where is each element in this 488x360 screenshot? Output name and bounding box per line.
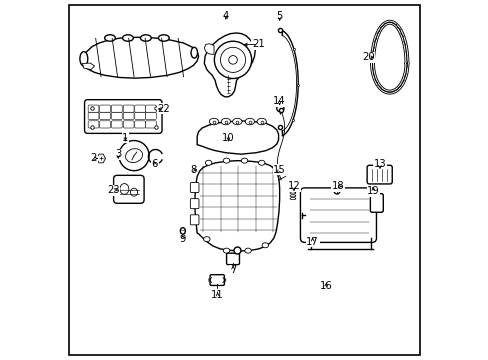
FancyBboxPatch shape bbox=[84, 100, 162, 134]
Polygon shape bbox=[195, 161, 279, 251]
Text: 9: 9 bbox=[179, 234, 185, 244]
FancyBboxPatch shape bbox=[111, 121, 122, 128]
Text: 18: 18 bbox=[331, 181, 344, 192]
FancyBboxPatch shape bbox=[123, 121, 134, 128]
FancyBboxPatch shape bbox=[145, 121, 156, 128]
Circle shape bbox=[276, 105, 284, 112]
Ellipse shape bbox=[130, 188, 137, 196]
Text: 21: 21 bbox=[251, 40, 264, 49]
FancyBboxPatch shape bbox=[145, 112, 156, 120]
Text: 7: 7 bbox=[229, 265, 236, 275]
Polygon shape bbox=[204, 33, 255, 97]
Ellipse shape bbox=[257, 118, 266, 125]
Ellipse shape bbox=[122, 35, 133, 41]
Ellipse shape bbox=[221, 118, 230, 125]
FancyBboxPatch shape bbox=[190, 183, 199, 193]
Ellipse shape bbox=[125, 149, 142, 163]
FancyBboxPatch shape bbox=[123, 112, 134, 120]
Polygon shape bbox=[197, 121, 278, 154]
Text: 10: 10 bbox=[222, 133, 234, 143]
FancyBboxPatch shape bbox=[135, 121, 145, 128]
Text: 22: 22 bbox=[157, 104, 170, 114]
Ellipse shape bbox=[223, 248, 229, 253]
Polygon shape bbox=[82, 63, 94, 69]
Text: 23: 23 bbox=[107, 185, 120, 195]
Circle shape bbox=[220, 47, 245, 72]
FancyBboxPatch shape bbox=[88, 112, 99, 120]
FancyBboxPatch shape bbox=[145, 105, 156, 112]
Text: 1: 1 bbox=[122, 133, 128, 143]
Ellipse shape bbox=[244, 248, 251, 253]
Polygon shape bbox=[204, 44, 214, 54]
Text: 19: 19 bbox=[366, 186, 379, 197]
FancyBboxPatch shape bbox=[88, 105, 99, 112]
Ellipse shape bbox=[244, 118, 254, 125]
Text: 8: 8 bbox=[190, 165, 196, 175]
Ellipse shape bbox=[203, 237, 210, 242]
Text: 16: 16 bbox=[319, 281, 332, 291]
Ellipse shape bbox=[223, 158, 229, 163]
FancyBboxPatch shape bbox=[100, 112, 110, 120]
Ellipse shape bbox=[180, 228, 185, 234]
FancyBboxPatch shape bbox=[190, 215, 199, 225]
Text: 11: 11 bbox=[211, 291, 224, 301]
FancyBboxPatch shape bbox=[369, 194, 383, 212]
Text: 15: 15 bbox=[273, 165, 285, 175]
Ellipse shape bbox=[262, 243, 268, 248]
FancyBboxPatch shape bbox=[123, 105, 134, 112]
FancyBboxPatch shape bbox=[300, 188, 376, 242]
Text: 12: 12 bbox=[287, 181, 300, 192]
Ellipse shape bbox=[209, 118, 218, 125]
Ellipse shape bbox=[80, 51, 88, 66]
FancyBboxPatch shape bbox=[88, 121, 99, 128]
Text: 20: 20 bbox=[361, 52, 374, 62]
FancyBboxPatch shape bbox=[111, 112, 122, 120]
Ellipse shape bbox=[258, 160, 264, 165]
Ellipse shape bbox=[158, 35, 169, 41]
Ellipse shape bbox=[205, 160, 211, 165]
Ellipse shape bbox=[120, 184, 128, 194]
Text: 14: 14 bbox=[273, 96, 285, 106]
Text: 13: 13 bbox=[373, 159, 386, 169]
Ellipse shape bbox=[140, 35, 151, 41]
Text: 4: 4 bbox=[222, 11, 228, 21]
Text: 2: 2 bbox=[90, 153, 97, 163]
FancyBboxPatch shape bbox=[366, 165, 391, 184]
Circle shape bbox=[119, 140, 149, 171]
Circle shape bbox=[214, 41, 251, 78]
FancyBboxPatch shape bbox=[226, 253, 239, 265]
Text: 17: 17 bbox=[305, 237, 318, 247]
Text: 5: 5 bbox=[276, 11, 282, 21]
FancyBboxPatch shape bbox=[135, 105, 145, 112]
FancyBboxPatch shape bbox=[210, 275, 224, 285]
FancyBboxPatch shape bbox=[100, 121, 110, 128]
Polygon shape bbox=[81, 37, 198, 78]
Ellipse shape bbox=[333, 186, 340, 194]
FancyBboxPatch shape bbox=[111, 105, 122, 112]
FancyBboxPatch shape bbox=[190, 199, 199, 209]
Ellipse shape bbox=[241, 158, 247, 163]
FancyBboxPatch shape bbox=[135, 112, 145, 120]
Circle shape bbox=[228, 55, 237, 64]
FancyBboxPatch shape bbox=[100, 105, 110, 112]
Text: 6: 6 bbox=[151, 159, 158, 169]
Ellipse shape bbox=[232, 118, 242, 125]
Ellipse shape bbox=[104, 35, 115, 41]
FancyBboxPatch shape bbox=[113, 175, 144, 203]
Ellipse shape bbox=[191, 47, 197, 58]
Text: 3: 3 bbox=[115, 149, 121, 159]
